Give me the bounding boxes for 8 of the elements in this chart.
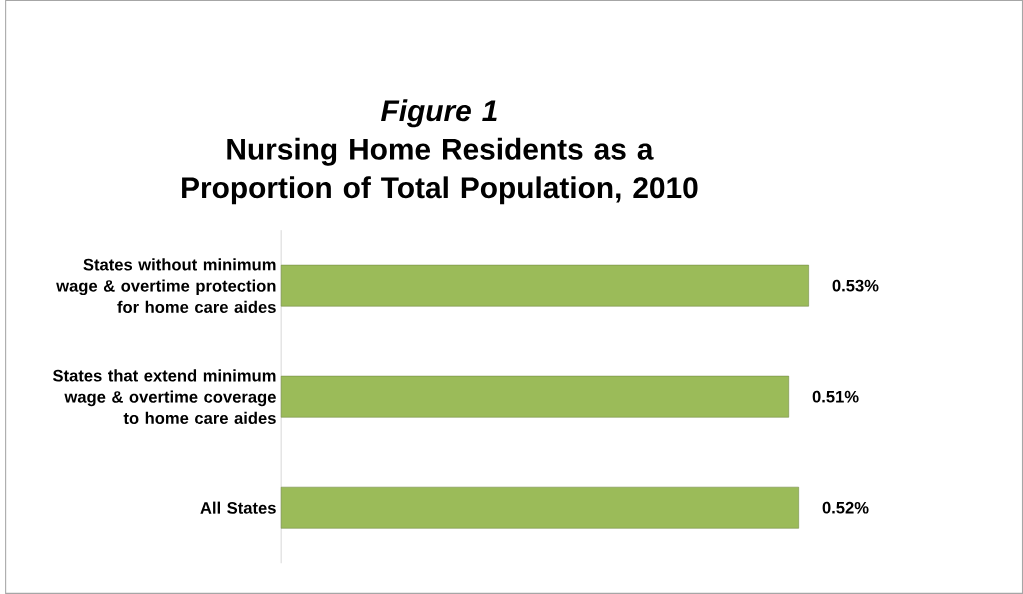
y-tick-label: States without minimum wage & overtime protection for home care aides — [56, 258, 276, 314]
y-tick-label: States that extend minimum wage & overtime coverage to home care aides — [52, 369, 276, 425]
data-label: 0.53% — [832, 279, 879, 292]
data-label: 0.51% — [812, 390, 859, 403]
chart-subtitle: Nursing Home Residents as a Proportion of Total Population, 2010 — [182, 137, 698, 205]
chart-title: Figure 1 — [381, 99, 497, 128]
data-label: 0.52% — [822, 501, 869, 514]
y-tick-label: All States — [200, 501, 276, 514]
